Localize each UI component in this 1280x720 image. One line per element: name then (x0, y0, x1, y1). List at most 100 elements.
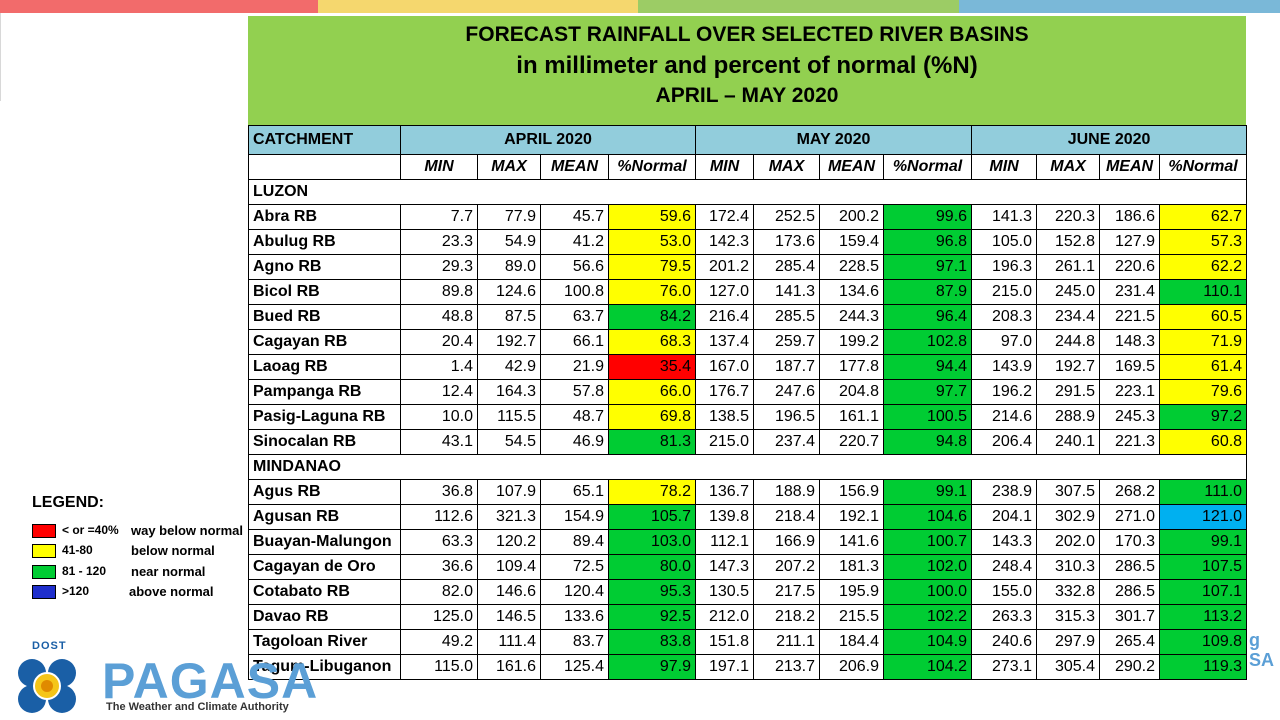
stat-header: MEAN (1099, 154, 1161, 180)
value-cell: 107.9 (477, 479, 541, 505)
percent-normal-cell: 62.7 (1159, 204, 1248, 230)
value-cell: 1.4 (400, 354, 478, 380)
value-cell: 130.5 (695, 579, 754, 605)
value-cell: 138.5 (695, 404, 754, 430)
stat-header: %Normal (1159, 154, 1248, 180)
right-logo-partial: g SA (1249, 630, 1274, 670)
percent-normal-cell: 102.2 (882, 604, 973, 630)
value-cell: 271.0 (1099, 504, 1161, 530)
value-cell: 49.2 (400, 629, 478, 655)
value-cell: 148.3 (1099, 329, 1161, 355)
catchment-name: Agus RB (248, 479, 401, 505)
value-cell: 290.2 (1099, 654, 1161, 680)
value-cell: 207.2 (753, 554, 820, 580)
value-cell: 288.9 (1036, 404, 1101, 430)
value-cell: 63.3 (400, 529, 478, 555)
catchment-name: Pasig-Laguna RB (248, 404, 401, 430)
percent-normal-cell: 61.4 (1159, 354, 1248, 380)
percent-normal-cell: 81.3 (608, 429, 696, 455)
value-cell: 46.9 (540, 429, 609, 455)
percent-normal-cell: 105.7 (608, 504, 696, 530)
title-line-3: APRIL – MAY 2020 (655, 84, 839, 107)
percent-normal-cell: 97.7 (882, 379, 973, 405)
percent-normal-cell: 79.5 (608, 254, 696, 280)
value-cell: 41.2 (540, 229, 609, 255)
value-cell: 240.6 (971, 629, 1038, 655)
value-cell: 297.9 (1036, 629, 1101, 655)
legend-item: 41-80 below normal (32, 542, 262, 560)
legend-description: way below normal (131, 523, 243, 538)
value-cell: 7.7 (400, 204, 478, 230)
percent-normal-cell: 113.2 (1159, 604, 1248, 630)
legend-range: < or =40% (62, 523, 119, 537)
value-cell: 111.4 (477, 629, 541, 655)
value-cell: 105.0 (971, 229, 1038, 255)
percent-normal-cell: 84.2 (608, 304, 696, 330)
value-cell: 112.1 (695, 529, 754, 555)
percent-normal-cell: 62.2 (1159, 254, 1248, 280)
percent-normal-cell: 104.9 (882, 629, 973, 655)
percent-normal-cell: 92.5 (608, 604, 696, 630)
stat-header: MAX (477, 154, 541, 180)
value-cell: 154.9 (540, 504, 609, 530)
value-cell: 42.9 (477, 354, 541, 380)
value-cell: 285.4 (753, 254, 820, 280)
value-cell: 54.9 (477, 229, 541, 255)
value-cell: 12.4 (400, 379, 478, 405)
table-row: Tagoloan River 49.2 111.4 83.7 83.8 151.8 211.… (248, 629, 1248, 655)
value-cell: 261.1 (1036, 254, 1101, 280)
value-cell: 21.9 (540, 354, 609, 380)
table-row: Cotabato RB 82.0 146.6 120.4 95.3 130.5 217.5 1… (248, 579, 1248, 605)
legend-description: below normal (131, 543, 215, 558)
value-cell: 215.0 (971, 279, 1038, 305)
value-cell: 43.1 (400, 429, 478, 455)
percent-normal-cell: 60.5 (1159, 304, 1248, 330)
value-cell: 112.6 (400, 504, 478, 530)
value-cell: 146.5 (477, 604, 541, 630)
value-cell: 220.3 (1036, 204, 1101, 230)
value-cell: 136.7 (695, 479, 754, 505)
catchment-name: Tagoloan River (248, 629, 401, 655)
stat-header: MEAN (819, 154, 884, 180)
value-cell: 211.1 (753, 629, 820, 655)
percent-normal-cell: 111.0 (1159, 479, 1248, 505)
value-cell: 100.8 (540, 279, 609, 305)
value-cell: 321.3 (477, 504, 541, 530)
catchment-name: Buayan-Malungon (248, 529, 401, 555)
month-header: JUNE 2020 (971, 125, 1248, 155)
value-cell: 315.3 (1036, 604, 1101, 630)
value-cell: 48.8 (400, 304, 478, 330)
value-cell: 63.7 (540, 304, 609, 330)
value-cell: 245.0 (1036, 279, 1101, 305)
pagasa-logo: DOST PAGASA The Weather and Climate Auth… (14, 638, 317, 718)
percent-normal-cell: 78.2 (608, 479, 696, 505)
value-cell: 83.7 (540, 629, 609, 655)
percent-normal-cell: 59.6 (608, 204, 696, 230)
value-cell: 87.5 (477, 304, 541, 330)
value-cell: 143.3 (971, 529, 1038, 555)
value-cell: 65.1 (540, 479, 609, 505)
month-header: APRIL 2020 (400, 125, 696, 155)
catchment-name: Cagayan RB (248, 329, 401, 355)
percent-normal-cell: 53.0 (608, 229, 696, 255)
percent-normal-cell: 83.8 (608, 629, 696, 655)
right-logo-line-2: SA (1249, 650, 1275, 670)
value-cell: 302.9 (1036, 504, 1101, 530)
percent-normal-cell: 96.8 (882, 229, 973, 255)
table-row: Bicol RB 89.8 124.6 100.8 76.0 127.0 141.3 134.… (248, 279, 1248, 305)
table-row: Tagum-Libuganon 115.0 161.6 125.4 97.9 197.1 2… (248, 654, 1248, 680)
value-cell: 115.0 (400, 654, 478, 680)
value-cell: 263.3 (971, 604, 1038, 630)
value-cell: 221.3 (1099, 429, 1161, 455)
percent-normal-cell: 102.0 (882, 554, 973, 580)
value-cell: 187.7 (753, 354, 820, 380)
value-cell: 125.4 (540, 654, 609, 680)
value-cell: 142.3 (695, 229, 754, 255)
stat-header: MEAN (540, 154, 609, 180)
percent-normal-cell: 60.8 (1159, 429, 1248, 455)
value-cell: 125.0 (400, 604, 478, 630)
percent-normal-cell: 104.2 (882, 654, 973, 680)
value-cell: 216.4 (695, 304, 754, 330)
section-row: LUZON (247, 179, 1248, 205)
percent-normal-cell: 68.3 (608, 329, 696, 355)
